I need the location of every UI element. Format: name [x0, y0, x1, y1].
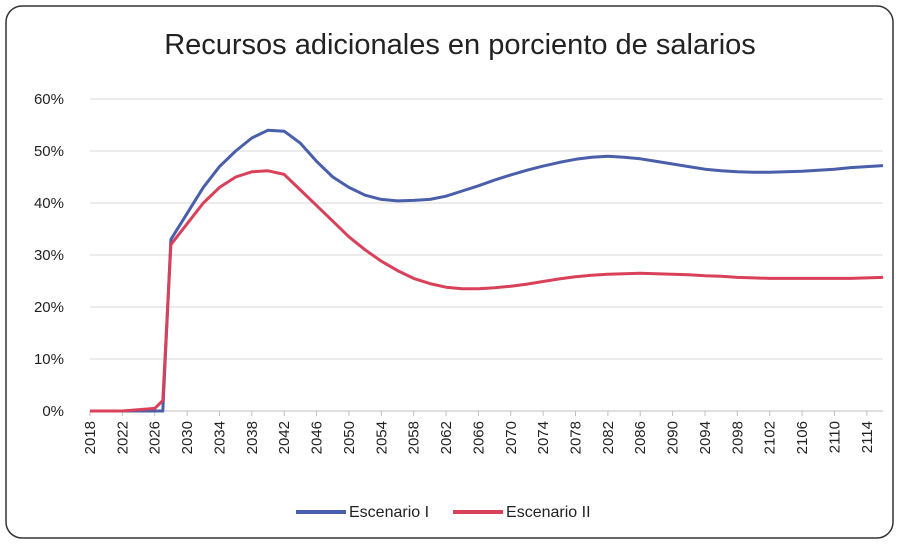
x-tick-label: 2062: [438, 421, 455, 454]
chart-border: [5, 5, 894, 539]
legend-label: Escenario II: [506, 504, 590, 521]
x-tick-label: 2050: [341, 421, 358, 454]
y-tick-label: 50%: [34, 143, 64, 160]
y-tick-label: 30%: [34, 247, 64, 264]
legend-label: Escenario I: [349, 504, 429, 521]
x-tick-label: 2102: [762, 421, 779, 454]
x-tick-label: 2038: [244, 421, 261, 454]
x-tick-label: 2078: [568, 421, 585, 454]
x-tick-label: 2110: [826, 421, 843, 453]
chart-title: Recursos adicionales en porciento de sal…: [164, 29, 756, 61]
x-tick-label: 2074: [535, 421, 552, 454]
y-tick-label: 0%: [42, 403, 64, 420]
y-tick-label: 20%: [34, 299, 64, 316]
x-tick-label: 2094: [697, 421, 714, 454]
x-tick-label: 2086: [632, 421, 649, 454]
y-tick-label: 40%: [34, 195, 64, 212]
x-tick-label: 2026: [147, 421, 164, 454]
series-line: [90, 128, 884, 413]
x-tick-label: 2018: [82, 421, 99, 454]
series-line: [90, 169, 884, 413]
x-tick-label: 2030: [179, 421, 196, 454]
x-tick-label: 2070: [503, 421, 520, 454]
x-tick-label: 2066: [470, 421, 487, 454]
x-tick-label: 2106: [794, 421, 811, 454]
y-tick-label: 10%: [34, 351, 64, 368]
x-tick-label: 2058: [406, 421, 423, 454]
x-tick-label: 2022: [114, 421, 131, 454]
x-tick-label: 2090: [665, 421, 682, 454]
x-tick-label: 2054: [373, 421, 390, 454]
x-tick-label: 2046: [309, 421, 326, 454]
x-tick-label: 2034: [211, 421, 228, 454]
x-tick-label: 2098: [729, 421, 746, 454]
x-tick-label: 2114: [859, 421, 876, 453]
y-tick-label: 60%: [34, 91, 64, 108]
x-tick-label: 2082: [600, 421, 617, 454]
x-tick-label: 2042: [276, 421, 293, 454]
